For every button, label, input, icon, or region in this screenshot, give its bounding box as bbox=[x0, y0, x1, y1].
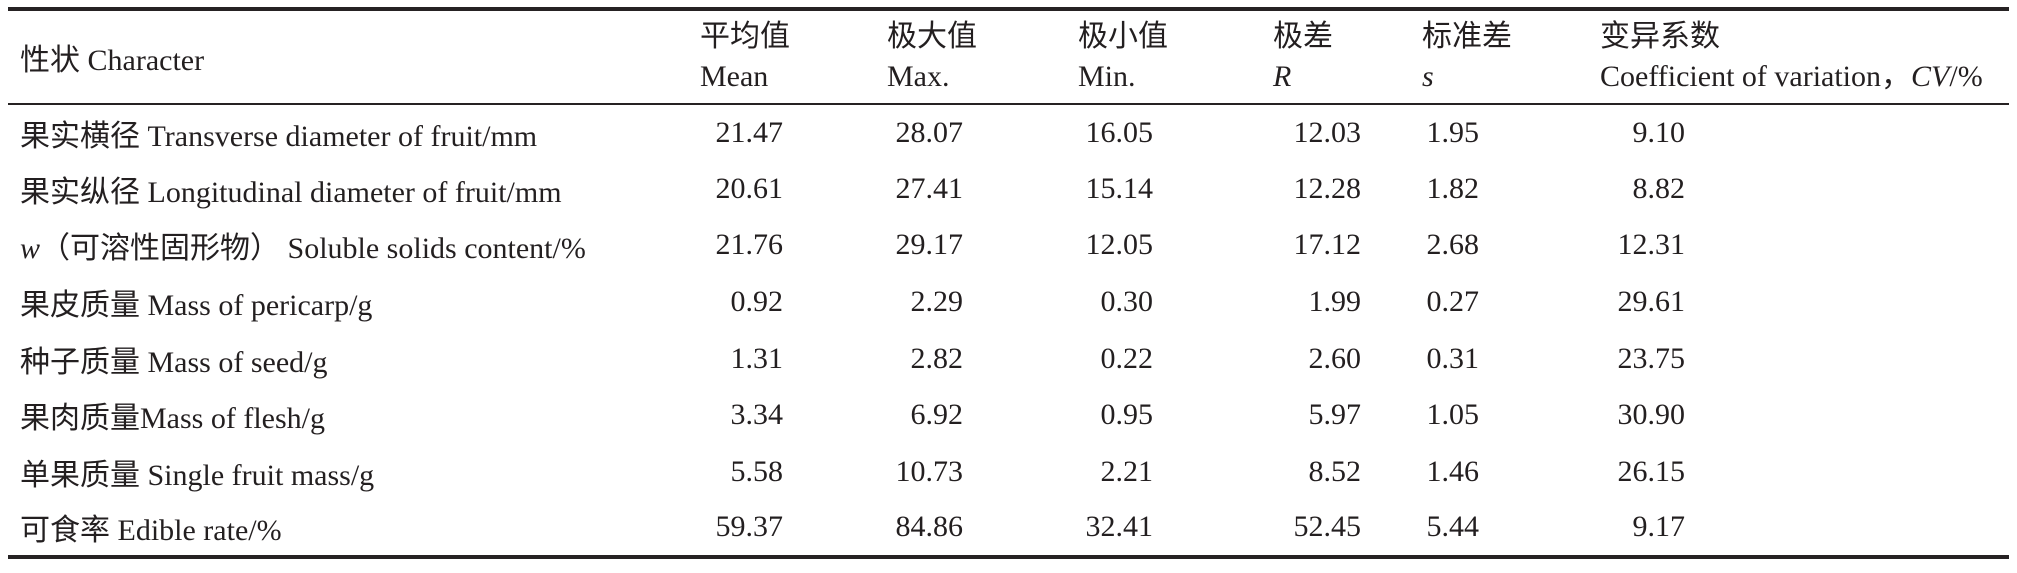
fruit-character-statistics-table: 性状 Character 平均值 Mean 极大值 Max. 极小值 Min. … bbox=[8, 7, 2009, 559]
header-mean-en: Mean bbox=[700, 60, 769, 93]
cell-cv: 9.17 bbox=[1632, 510, 1686, 544]
table-row: 果实纵径 Longitudinal diameter of fruit/mm 2… bbox=[8, 161, 2009, 218]
header-character-label: 性状 Character bbox=[20, 44, 205, 77]
cell-min: 0.30 bbox=[1100, 285, 1154, 319]
cell-min: 15.14 bbox=[1085, 171, 1154, 205]
cell-range: 52.45 bbox=[1293, 510, 1362, 544]
cell-mean: 21.47 bbox=[715, 115, 784, 149]
cell-range: 1.99 bbox=[1308, 285, 1362, 319]
cell-min: 32.41 bbox=[1085, 510, 1154, 544]
cell-min: 0.95 bbox=[1100, 398, 1154, 432]
cell-mean: 59.37 bbox=[715, 510, 784, 544]
cell-max: 28.07 bbox=[895, 115, 964, 149]
cell-sd: 1.05 bbox=[1426, 398, 1480, 432]
cell-mean: 20.61 bbox=[715, 171, 784, 205]
table-row: 果肉质量Mass of flesh/g 3.34 6.92 0.95 5.97 … bbox=[8, 387, 2009, 444]
cell-mean: 1.31 bbox=[730, 341, 784, 375]
cell-cv: 26.15 bbox=[1617, 454, 1686, 488]
header-max-cn: 极大值 bbox=[887, 20, 977, 53]
cell-max: 29.17 bbox=[895, 228, 964, 262]
cell-min: 2.21 bbox=[1100, 454, 1154, 488]
col-header-cv: 变异系数 Coefficient of variation，CV/% bbox=[1540, 9, 2009, 104]
cell-character: 果肉质量Mass of flesh/g bbox=[20, 402, 325, 436]
cell-min: 12.05 bbox=[1085, 228, 1154, 262]
table-row: 单果质量 Single fruit mass/g 5.58 10.73 2.21… bbox=[8, 444, 2009, 501]
header-cv-en: Coefficient of variation，CV/% bbox=[1600, 60, 1983, 93]
cell-sd: 0.31 bbox=[1426, 341, 1480, 375]
cell-cv: 12.31 bbox=[1617, 228, 1686, 262]
col-header-character: 性状 Character bbox=[8, 9, 690, 104]
cell-range: 8.52 bbox=[1308, 454, 1362, 488]
cell-character: 果实纵径 Longitudinal diameter of fruit/mm bbox=[20, 175, 562, 209]
cell-range: 12.03 bbox=[1293, 115, 1362, 149]
cell-range: 2.60 bbox=[1308, 341, 1362, 375]
col-header-mean: 平均值 Mean bbox=[690, 9, 852, 104]
cell-sd: 2.68 bbox=[1426, 228, 1480, 262]
header-cv-cn: 变异系数 bbox=[1600, 20, 1720, 53]
header-min-en: Min. bbox=[1078, 60, 1136, 93]
header-sd-symbol: s bbox=[1422, 60, 1434, 93]
col-header-range: 极差 R bbox=[1230, 9, 1400, 104]
cell-range: 17.12 bbox=[1293, 228, 1362, 262]
cell-cv: 29.61 bbox=[1617, 285, 1686, 319]
cell-mean: 3.34 bbox=[730, 398, 784, 432]
cell-range: 5.97 bbox=[1308, 398, 1362, 432]
cell-mean: 5.58 bbox=[730, 454, 784, 488]
cell-character: 可食率 Edible rate/% bbox=[20, 514, 282, 548]
cell-sd: 1.95 bbox=[1426, 115, 1480, 149]
cell-max: 10.73 bbox=[895, 454, 964, 488]
cell-cv: 30.90 bbox=[1617, 398, 1686, 432]
header-max-en: Max. bbox=[887, 60, 950, 93]
cell-cv: 8.82 bbox=[1632, 171, 1686, 205]
col-header-max: 极大值 Max. bbox=[852, 9, 1040, 104]
cell-character: 单果质量 Single fruit mass/g bbox=[20, 458, 375, 492]
table-row: 果皮质量 Mass of pericarp/g 0.92 2.29 0.30 1… bbox=[8, 274, 2009, 331]
cell-character: w（可溶性固形物） Soluble solids content/% bbox=[20, 232, 586, 266]
header-mean-cn: 平均值 bbox=[700, 20, 790, 53]
cell-character: 果实横径 Transverse diameter of fruit/mm bbox=[20, 119, 538, 153]
cell-sd: 1.46 bbox=[1426, 454, 1480, 488]
table-row: 种子质量 Mass of seed/g 1.31 2.82 0.22 2.60 … bbox=[8, 330, 2009, 387]
cell-range: 12.28 bbox=[1293, 171, 1362, 205]
cell-sd: 5.44 bbox=[1426, 510, 1480, 544]
header-min-cn: 极小值 bbox=[1078, 20, 1168, 53]
cell-cv: 9.10 bbox=[1632, 115, 1686, 149]
cell-cv: 23.75 bbox=[1617, 341, 1686, 375]
cell-max: 2.82 bbox=[910, 341, 964, 375]
header-row: 性状 Character 平均值 Mean 极大值 Max. 极小值 Min. … bbox=[8, 9, 2009, 104]
cell-mean: 21.76 bbox=[715, 228, 784, 262]
cell-character: 果皮质量 Mass of pericarp/g bbox=[20, 289, 373, 323]
cell-mean: 0.92 bbox=[730, 285, 784, 319]
cell-sd: 0.27 bbox=[1426, 285, 1480, 319]
cell-max: 6.92 bbox=[910, 398, 964, 432]
header-sd-cn: 标准差 bbox=[1422, 20, 1512, 53]
header-range-symbol: R bbox=[1273, 60, 1292, 93]
cell-character: 种子质量 Mass of seed/g bbox=[20, 345, 328, 379]
cell-max: 2.29 bbox=[910, 285, 964, 319]
cell-max: 27.41 bbox=[895, 171, 964, 205]
col-header-sd: 标准差 s bbox=[1400, 9, 1540, 104]
table-row: 可食率 Edible rate/% 59.37 84.86 32.41 52.4… bbox=[8, 500, 2009, 557]
table-row: 果实横径 Transverse diameter of fruit/mm 21.… bbox=[8, 104, 2009, 161]
cell-sd: 1.82 bbox=[1426, 171, 1480, 205]
header-range-cn: 极差 bbox=[1273, 20, 1333, 53]
cell-min: 0.22 bbox=[1100, 341, 1154, 375]
cell-max: 84.86 bbox=[895, 510, 964, 544]
cell-min: 16.05 bbox=[1085, 115, 1154, 149]
col-header-min: 极小值 Min. bbox=[1040, 9, 1230, 104]
table-row: w（可溶性固形物） Soluble solids content/% 21.76… bbox=[8, 217, 2009, 274]
